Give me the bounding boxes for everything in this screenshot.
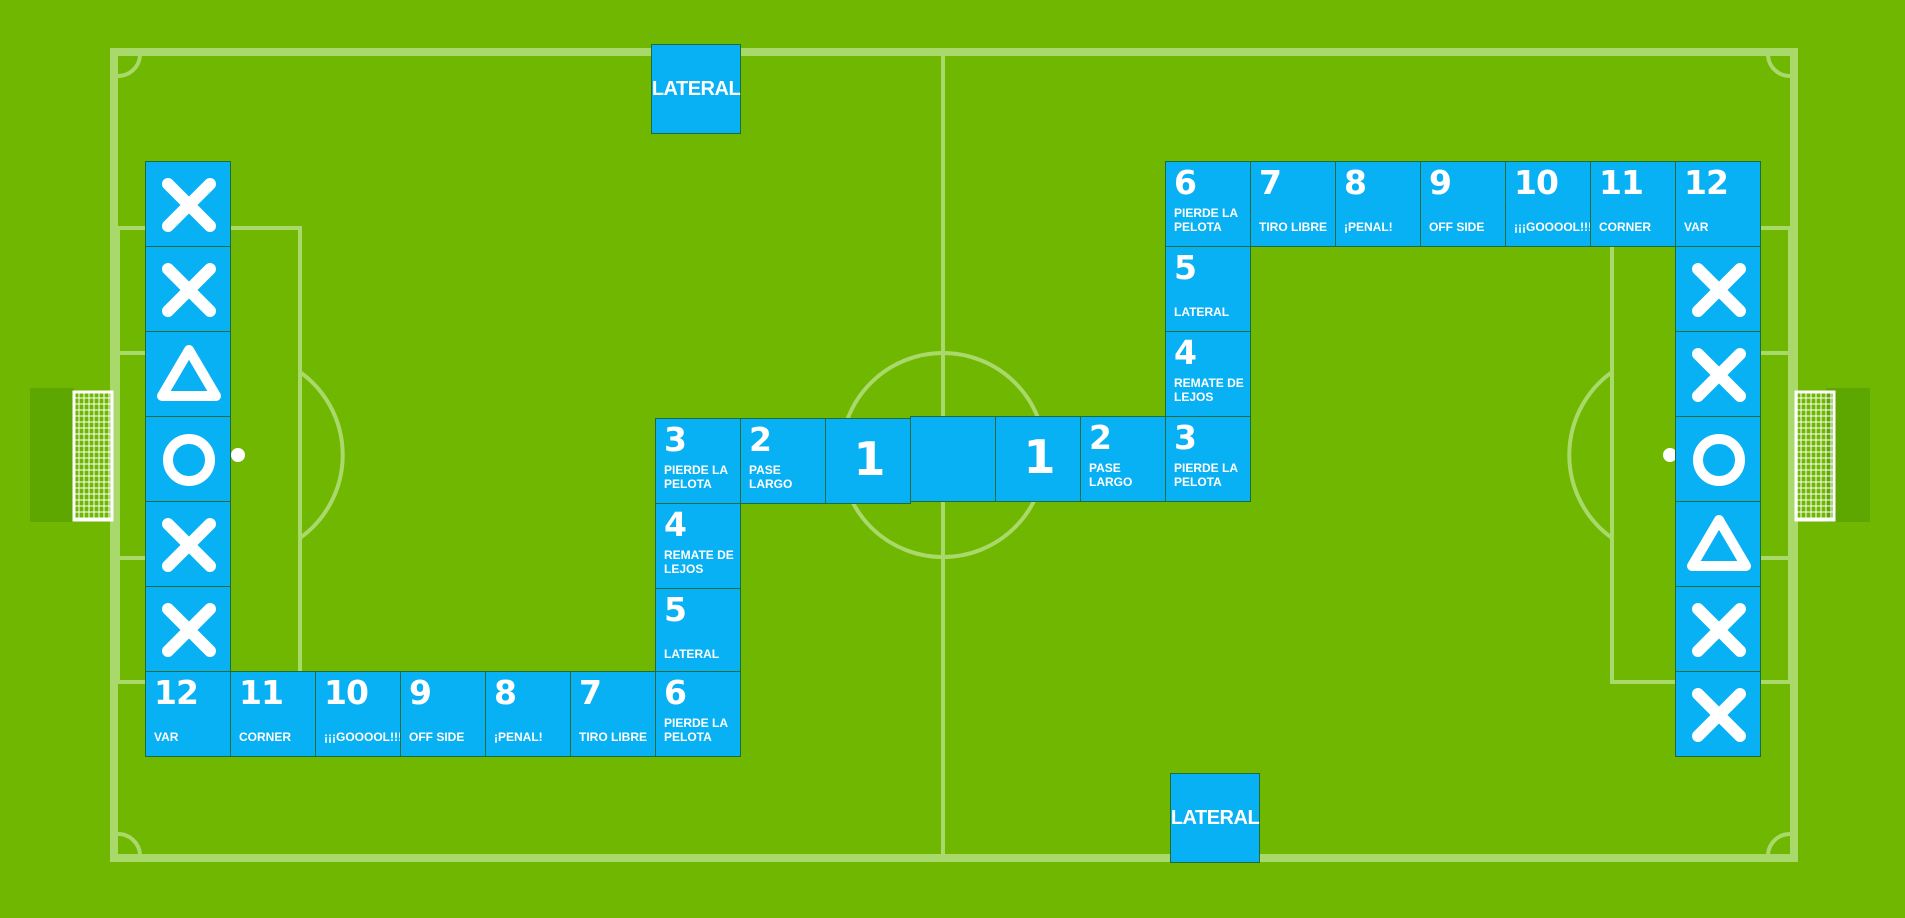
left-tile-7: 7 TIRO LIBRE — [570, 671, 656, 757]
tile-number: 7 — [579, 673, 602, 712]
tile-label: REMATE DE LEJOS — [664, 548, 734, 576]
tile-label: CORNER — [1599, 220, 1652, 234]
right-tile-6: 6 PIERDE LA PELOTA — [1165, 161, 1251, 247]
right-tile-4: 4 REMATE DE LEJOS — [1165, 331, 1251, 417]
left-tile-5: 5 LATERAL — [655, 588, 741, 674]
tile-label: OFF SIDE — [1429, 220, 1485, 234]
right-tile-3: 3 PIERDE LA PELOTA — [1165, 416, 1251, 502]
circle-icon — [1675, 416, 1761, 502]
tile-label: PIERDE LA PELOTA — [664, 716, 728, 744]
left-tile-10: 10 ¡¡¡GOOOOL!!! — [315, 671, 401, 757]
right-tile-9: 9 OFF SIDE — [1420, 161, 1506, 247]
right-tile-10: 10 ¡¡¡GOOOOL!!! — [1505, 161, 1591, 247]
tile-number: 3 — [664, 420, 687, 459]
right-tile-1: 1 — [995, 416, 1081, 502]
tile-number: 5 — [1174, 248, 1197, 287]
tile-number: 8 — [1344, 163, 1367, 202]
goal-net-left — [72, 390, 114, 522]
x-icon — [145, 586, 231, 672]
tile-number: 8 — [494, 673, 517, 712]
tile-label: ¡¡¡GOOOOL!!! — [1514, 220, 1591, 234]
right-tile-5: 5 LATERAL — [1165, 246, 1251, 332]
lateral-marker-bottom: LATERAL — [1170, 773, 1260, 863]
goal-net-right — [1794, 390, 1836, 522]
tile-label: PASE LARGO — [749, 463, 793, 491]
tile-label: LATERAL — [664, 647, 720, 661]
tile-number: 5 — [664, 590, 687, 629]
tile-label: CORNER — [239, 730, 292, 744]
tile-label: REMATE DE LEJOS — [1174, 376, 1244, 404]
tile-number: 1 — [1023, 430, 1055, 484]
circle-icon — [145, 416, 231, 502]
left-tile-3: 3 PIERDE LA PELOTA — [655, 418, 741, 504]
tile-number: 4 — [664, 505, 687, 544]
tile-number: 11 — [239, 673, 284, 712]
tile-number: 6 — [664, 673, 687, 712]
tile-number: 9 — [409, 673, 432, 712]
right-tile-7: 7 TIRO LIBRE — [1250, 161, 1336, 247]
left-tile-1: 1 — [825, 418, 911, 504]
tile-label: VAR — [154, 730, 179, 744]
lateral-top-label: LATERAL — [651, 77, 741, 100]
tile-number: 9 — [1429, 163, 1452, 202]
x-icon — [145, 501, 231, 587]
tile-label: VAR — [1684, 220, 1709, 234]
tile-number: 6 — [1174, 163, 1197, 202]
left-tile-6: 6 PIERDE LA PELOTA — [655, 671, 741, 757]
x-icon — [1675, 331, 1761, 417]
left-tile-4: 4 REMATE DE LEJOS — [655, 503, 741, 589]
tile-label: ¡¡¡GOOOOL!!! — [324, 730, 401, 744]
tile-label: ¡PENAL! — [1344, 220, 1393, 234]
tile-number: 4 — [1174, 333, 1197, 372]
tile-label: LATERAL — [1174, 305, 1230, 319]
left-tile-9: 9 OFF SIDE — [400, 671, 486, 757]
x-icon — [145, 161, 231, 247]
left-tile-11: 11 CORNER — [230, 671, 316, 757]
tile-label: TIRO LIBRE — [1259, 220, 1327, 234]
tile-label: PIERDE LA PELOTA — [1174, 206, 1238, 234]
tile-number: 2 — [1089, 418, 1112, 457]
left-tile-2: 2 PASE LARGO — [740, 418, 826, 504]
tile-label: ¡PENAL! — [494, 730, 543, 744]
right-tile-11: 11 CORNER — [1590, 161, 1676, 247]
triangle-icon — [1675, 501, 1761, 587]
tile-number: 2 — [749, 420, 772, 459]
x-icon — [1675, 586, 1761, 672]
tile-label: TIRO LIBRE — [579, 730, 647, 744]
tile-number: 10 — [324, 673, 369, 712]
tile-number: 12 — [1684, 163, 1729, 202]
right-tile-8: 8 ¡PENAL! — [1335, 161, 1421, 247]
left-tile-8: 8 ¡PENAL! — [485, 671, 571, 757]
lateral-marker-top: LATERAL — [651, 44, 741, 134]
right-tile-2: 2 PASE LARGO — [1080, 416, 1166, 502]
triangle-icon — [145, 331, 231, 417]
left-tile-12: 12 VAR — [145, 671, 231, 757]
center-start-tile — [910, 416, 996, 502]
tile-label: PASE LARGO — [1089, 461, 1133, 489]
x-icon — [1675, 671, 1761, 757]
tile-label: OFF SIDE — [409, 730, 465, 744]
tile-number: 1 — [853, 432, 885, 486]
x-icon — [145, 246, 231, 332]
tile-label: PIERDE LA PELOTA — [664, 463, 728, 491]
tile-label: PIERDE LA PELOTA — [1174, 461, 1238, 489]
x-icon — [1675, 246, 1761, 332]
tile-number: 7 — [1259, 163, 1282, 202]
tile-number: 10 — [1514, 163, 1559, 202]
tile-number: 11 — [1599, 163, 1644, 202]
right-tile-12: 12 VAR — [1675, 161, 1761, 247]
tile-number: 3 — [1174, 418, 1197, 457]
lateral-bottom-label: LATERAL — [1170, 806, 1260, 829]
tile-number: 12 — [154, 673, 199, 712]
